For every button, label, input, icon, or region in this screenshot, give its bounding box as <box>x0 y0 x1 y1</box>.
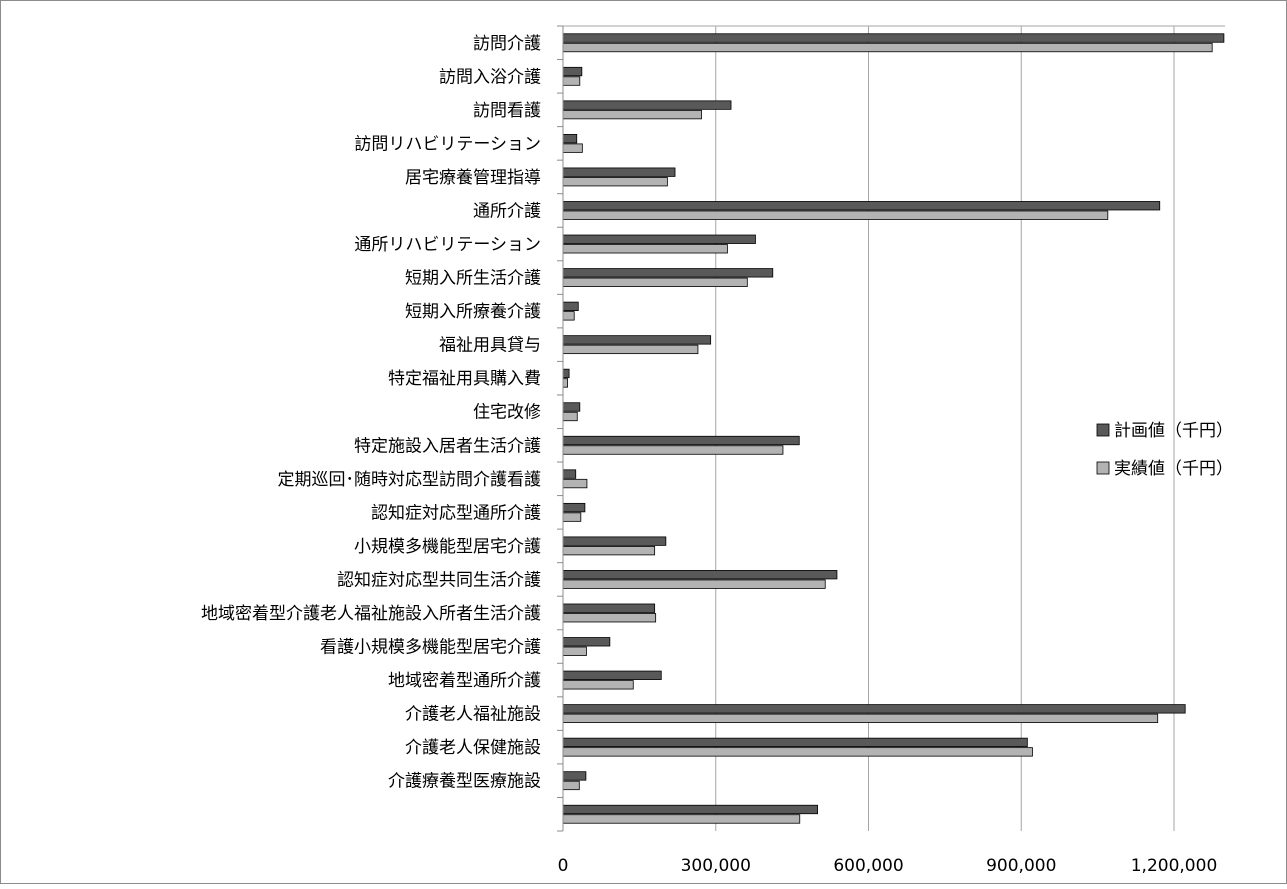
grid-lines <box>563 25 1225 831</box>
bar-actual-9 <box>562 344 699 355</box>
x-tick-label: 300,000 <box>681 856 751 876</box>
bar-actual-14 <box>562 512 582 522</box>
x-tick-label: 1,200,000 <box>1131 856 1218 876</box>
bar-actual-7 <box>562 277 748 287</box>
category-label: 訪問リハビリテーション <box>354 134 541 154</box>
bar-actual-16 <box>562 579 826 589</box>
bar-actual-17 <box>562 613 657 623</box>
bar-actual-11 <box>562 411 578 422</box>
bar-plan-21 <box>562 737 1028 748</box>
bar-plan-4 <box>562 167 676 177</box>
category-label: 通所リハビリテーション <box>354 235 541 255</box>
bars <box>562 33 1225 824</box>
bar-plan-8 <box>562 301 579 312</box>
category-label: 介護老人保健施設 <box>405 738 541 758</box>
x-tick-label: 0 <box>558 856 569 876</box>
bar-plan-16 <box>562 570 838 580</box>
category-labels: 訪問介護訪問入浴介護訪問看護訪問リハビリテーション居宅療養管理指導通所介護通所リ… <box>201 34 541 792</box>
x-tick-label: 600,000 <box>833 856 903 876</box>
bar-actual-3 <box>562 143 583 153</box>
category-label: 訪問看護 <box>473 101 541 121</box>
bar-actual-2 <box>562 109 702 120</box>
bar-actual-4 <box>562 177 668 187</box>
category-label: 居宅療養管理指導 <box>405 168 541 188</box>
bar-plan-12 <box>562 435 800 446</box>
bar-plan-1 <box>562 66 583 77</box>
category-label: 地域密着型通所介護 <box>388 671 541 691</box>
bar-actual-0 <box>562 42 1213 53</box>
bar-plan-3 <box>562 133 578 144</box>
bar-plan-19 <box>562 670 662 680</box>
bar-plan-15 <box>562 536 667 546</box>
bar-actual-10 <box>562 378 568 388</box>
category-label: 認知症対応型共同生活介護 <box>337 570 541 590</box>
bar-plan-10 <box>562 368 570 379</box>
x-tick-label: 900,000 <box>986 856 1056 876</box>
category-label: 認知症対応型通所介護 <box>371 503 541 523</box>
bar-plan-6 <box>562 234 756 244</box>
legend-label-plan: 計画値（千円） <box>1114 421 1233 441</box>
category-label: 小規模多機能型居宅介護 <box>354 537 541 557</box>
category-label: 地域密着型介護老人福祉施設入所者生活介護 <box>201 604 541 624</box>
legend-label-actual: 実績値（千円） <box>1114 459 1233 479</box>
legend: 計画値（千円） 実績値（千円） <box>1096 421 1233 479</box>
bar-actual-22 <box>562 780 580 791</box>
bar-plan-20 <box>562 704 1186 714</box>
bar-plan-0 <box>562 33 1225 43</box>
legend-swatch-plan <box>1096 423 1110 437</box>
bar-plan-22 <box>562 771 587 781</box>
bar-plan-13 <box>562 469 577 479</box>
bar-plan-14 <box>562 502 586 513</box>
category-label: 住宅改修 <box>473 403 541 423</box>
category-label: 介護療養型医療施設 <box>388 772 541 792</box>
bar-actual-12 <box>562 445 784 455</box>
bar-plan-18 <box>562 637 611 647</box>
bar-plan-5 <box>562 201 1161 211</box>
category-label: 介護老人福祉施設 <box>405 705 541 725</box>
bar-plan-11 <box>562 402 581 412</box>
category-label: 訪問入浴介護 <box>439 67 541 87</box>
bar-actual-20 <box>562 713 1159 724</box>
bar-plan-2 <box>562 100 732 110</box>
category-label: 特定施設入居者生活介護 <box>354 436 541 456</box>
category-label: 定期巡回･随時対応型訪問介護看護 <box>278 470 542 490</box>
bar-actual-5 <box>562 210 1109 220</box>
axes <box>557 25 564 832</box>
legend-swatch-actual <box>1096 461 1110 475</box>
bar-actual-21 <box>562 747 1033 757</box>
category-label: 通所介護 <box>473 201 541 221</box>
bar-actual-1 <box>562 76 581 86</box>
bar-actual-18 <box>562 646 587 656</box>
category-label: 短期入所生活介護 <box>405 269 541 289</box>
bar-plan-23 <box>562 804 818 815</box>
x-tick-labels: 0 300,000 600,000 900,000 1,200,000 <box>558 856 1218 876</box>
bar-actual-19 <box>562 680 634 690</box>
category-label: 特定福祉用具購入費 <box>388 369 541 389</box>
bar-plan-9 <box>562 335 712 345</box>
category-label: 短期入所療養介護 <box>405 302 541 322</box>
bar-plan-17 <box>562 603 656 613</box>
bar-actual-15 <box>562 545 656 556</box>
bar-actual-8 <box>562 311 575 321</box>
category-label: 福祉用具貸与 <box>439 336 541 356</box>
bar-actual-6 <box>562 244 728 254</box>
bar-actual-23 <box>562 814 801 824</box>
category-label: 訪問介護 <box>473 34 541 54</box>
bar-plan-7 <box>562 268 774 278</box>
bar-actual-13 <box>562 478 588 489</box>
category-label: 看護小規模多機能型居宅介護 <box>320 638 541 658</box>
